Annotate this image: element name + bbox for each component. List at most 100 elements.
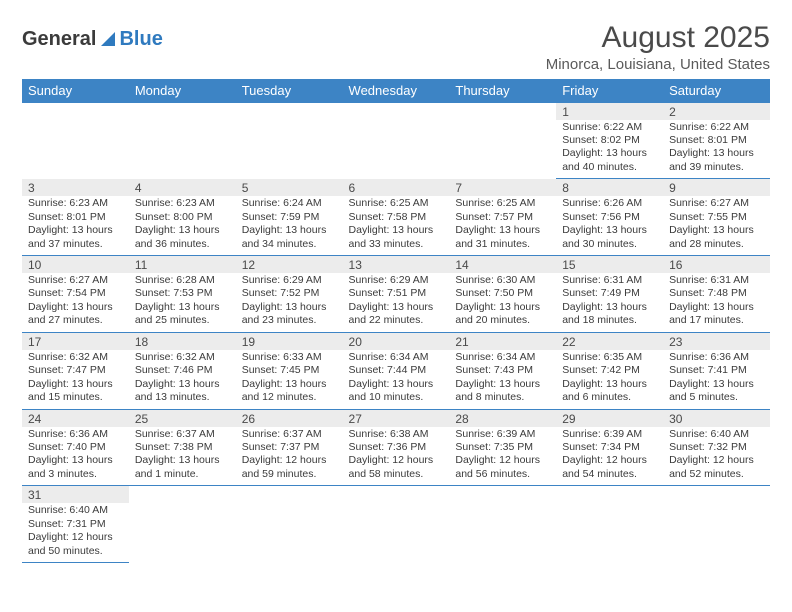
day-detail-line: Sunrise: 6:34 AM bbox=[455, 351, 550, 364]
day-detail: Sunrise: 6:27 AMSunset: 7:54 PMDaylight:… bbox=[22, 273, 129, 332]
day-detail-line: Sunset: 7:31 PM bbox=[28, 518, 123, 531]
day-number-row: 17181920212223 bbox=[22, 332, 770, 350]
day-detail bbox=[129, 503, 236, 562]
day-detail: Sunrise: 6:35 AMSunset: 7:42 PMDaylight:… bbox=[556, 350, 663, 409]
day-detail-line: Daylight: 12 hours and 59 minutes. bbox=[242, 454, 337, 481]
day-detail-line: Daylight: 13 hours and 6 minutes. bbox=[562, 378, 657, 405]
day-detail bbox=[663, 503, 770, 562]
day-detail-line: Sunrise: 6:39 AM bbox=[455, 428, 550, 441]
day-detail-line: Sunset: 7:41 PM bbox=[669, 364, 764, 377]
day-number: 12 bbox=[236, 256, 343, 274]
day-detail-line: Daylight: 13 hours and 12 minutes. bbox=[242, 378, 337, 405]
day-detail-line: Daylight: 13 hours and 13 minutes. bbox=[135, 378, 230, 405]
day-detail-line: Sunrise: 6:40 AM bbox=[28, 504, 123, 517]
day-detail: Sunrise: 6:26 AMSunset: 7:56 PMDaylight:… bbox=[556, 196, 663, 255]
day-detail-line: Sunrise: 6:23 AM bbox=[28, 197, 123, 210]
day-detail bbox=[22, 120, 129, 179]
day-detail-line: Sunset: 7:57 PM bbox=[455, 211, 550, 224]
day-detail-line: Sunrise: 6:27 AM bbox=[669, 197, 764, 210]
day-detail-line: Sunrise: 6:35 AM bbox=[562, 351, 657, 364]
day-detail-row: Sunrise: 6:32 AMSunset: 7:47 PMDaylight:… bbox=[22, 350, 770, 409]
day-detail: Sunrise: 6:27 AMSunset: 7:55 PMDaylight:… bbox=[663, 196, 770, 255]
day-detail: Sunrise: 6:36 AMSunset: 7:40 PMDaylight:… bbox=[22, 427, 129, 486]
day-number bbox=[449, 486, 556, 504]
day-detail: Sunrise: 6:30 AMSunset: 7:50 PMDaylight:… bbox=[449, 273, 556, 332]
day-detail: Sunrise: 6:37 AMSunset: 7:37 PMDaylight:… bbox=[236, 427, 343, 486]
day-number: 22 bbox=[556, 332, 663, 350]
day-number-row: 12 bbox=[22, 103, 770, 120]
day-detail-line: Sunset: 8:01 PM bbox=[28, 211, 123, 224]
day-detail-line: Sunrise: 6:27 AM bbox=[28, 274, 123, 287]
weekday-header: Saturday bbox=[663, 79, 770, 103]
page-subtitle: Minorca, Louisiana, United States bbox=[546, 56, 770, 73]
day-detail-line: Sunset: 7:42 PM bbox=[562, 364, 657, 377]
day-detail: Sunrise: 6:36 AMSunset: 7:41 PMDaylight:… bbox=[663, 350, 770, 409]
day-detail-line: Daylight: 13 hours and 25 minutes. bbox=[135, 301, 230, 328]
day-detail-line: Sunrise: 6:33 AM bbox=[242, 351, 337, 364]
day-detail-line: Sunrise: 6:37 AM bbox=[242, 428, 337, 441]
page-title: August 2025 bbox=[546, 22, 770, 54]
day-number: 24 bbox=[22, 409, 129, 427]
day-detail: Sunrise: 6:32 AMSunset: 7:47 PMDaylight:… bbox=[22, 350, 129, 409]
day-number bbox=[236, 103, 343, 120]
weekday-header: Thursday bbox=[449, 79, 556, 103]
weekday-header: Monday bbox=[129, 79, 236, 103]
day-detail-line: Sunset: 7:55 PM bbox=[669, 211, 764, 224]
day-detail-row: Sunrise: 6:27 AMSunset: 7:54 PMDaylight:… bbox=[22, 273, 770, 332]
day-detail-line: Daylight: 13 hours and 18 minutes. bbox=[562, 301, 657, 328]
day-detail-line: Sunrise: 6:22 AM bbox=[669, 121, 764, 134]
day-number-row: 3456789 bbox=[22, 179, 770, 197]
day-detail: Sunrise: 6:22 AMSunset: 8:01 PMDaylight:… bbox=[663, 120, 770, 179]
day-number: 21 bbox=[449, 332, 556, 350]
day-detail-line: Sunset: 7:47 PM bbox=[28, 364, 123, 377]
day-number: 30 bbox=[663, 409, 770, 427]
day-detail: Sunrise: 6:24 AMSunset: 7:59 PMDaylight:… bbox=[236, 196, 343, 255]
day-detail-line: Daylight: 13 hours and 5 minutes. bbox=[669, 378, 764, 405]
day-number: 15 bbox=[556, 256, 663, 274]
logo: General Blue bbox=[22, 22, 163, 51]
calendar-table: SundayMondayTuesdayWednesdayThursdayFrid… bbox=[22, 79, 770, 564]
day-detail-row: Sunrise: 6:22 AMSunset: 8:02 PMDaylight:… bbox=[22, 120, 770, 179]
day-detail-line: Sunset: 7:52 PM bbox=[242, 287, 337, 300]
day-detail-line: Daylight: 13 hours and 15 minutes. bbox=[28, 378, 123, 405]
day-detail bbox=[236, 503, 343, 562]
day-detail-line: Daylight: 13 hours and 10 minutes. bbox=[349, 378, 444, 405]
day-detail-line: Daylight: 12 hours and 52 minutes. bbox=[669, 454, 764, 481]
day-number: 7 bbox=[449, 179, 556, 197]
day-number bbox=[449, 103, 556, 120]
day-detail-line: Sunrise: 6:34 AM bbox=[349, 351, 444, 364]
day-number bbox=[343, 103, 450, 120]
day-detail-line: Sunset: 7:46 PM bbox=[135, 364, 230, 377]
day-number bbox=[129, 486, 236, 504]
logo-text-2: Blue bbox=[119, 28, 162, 51]
day-detail: Sunrise: 6:29 AMSunset: 7:52 PMDaylight:… bbox=[236, 273, 343, 332]
day-number: 25 bbox=[129, 409, 236, 427]
day-number: 1 bbox=[556, 103, 663, 120]
day-detail-line: Sunset: 7:58 PM bbox=[349, 211, 444, 224]
day-detail-line: Sunset: 7:56 PM bbox=[562, 211, 657, 224]
day-detail-line: Daylight: 13 hours and 20 minutes. bbox=[455, 301, 550, 328]
day-detail: Sunrise: 6:32 AMSunset: 7:46 PMDaylight:… bbox=[129, 350, 236, 409]
day-number: 3 bbox=[22, 179, 129, 197]
day-detail-row: Sunrise: 6:36 AMSunset: 7:40 PMDaylight:… bbox=[22, 427, 770, 486]
day-detail bbox=[449, 120, 556, 179]
day-detail-line: Sunrise: 6:31 AM bbox=[562, 274, 657, 287]
day-number bbox=[129, 103, 236, 120]
day-detail: Sunrise: 6:39 AMSunset: 7:34 PMDaylight:… bbox=[556, 427, 663, 486]
day-detail-line: Sunrise: 6:39 AM bbox=[562, 428, 657, 441]
day-detail-line: Sunrise: 6:29 AM bbox=[349, 274, 444, 287]
day-detail-line: Sunrise: 6:23 AM bbox=[135, 197, 230, 210]
day-number: 20 bbox=[343, 332, 450, 350]
day-number: 29 bbox=[556, 409, 663, 427]
day-detail-line: Sunset: 8:00 PM bbox=[135, 211, 230, 224]
day-detail-row: Sunrise: 6:23 AMSunset: 8:01 PMDaylight:… bbox=[22, 196, 770, 255]
day-number bbox=[343, 486, 450, 504]
day-detail: Sunrise: 6:28 AMSunset: 7:53 PMDaylight:… bbox=[129, 273, 236, 332]
day-detail-line: Daylight: 13 hours and 22 minutes. bbox=[349, 301, 444, 328]
day-detail-line: Sunrise: 6:31 AM bbox=[669, 274, 764, 287]
day-detail: Sunrise: 6:33 AMSunset: 7:45 PMDaylight:… bbox=[236, 350, 343, 409]
day-detail: Sunrise: 6:40 AMSunset: 7:31 PMDaylight:… bbox=[22, 503, 129, 562]
day-detail-line: Sunset: 7:51 PM bbox=[349, 287, 444, 300]
day-number: 18 bbox=[129, 332, 236, 350]
day-detail-line: Sunset: 8:02 PM bbox=[562, 134, 657, 147]
